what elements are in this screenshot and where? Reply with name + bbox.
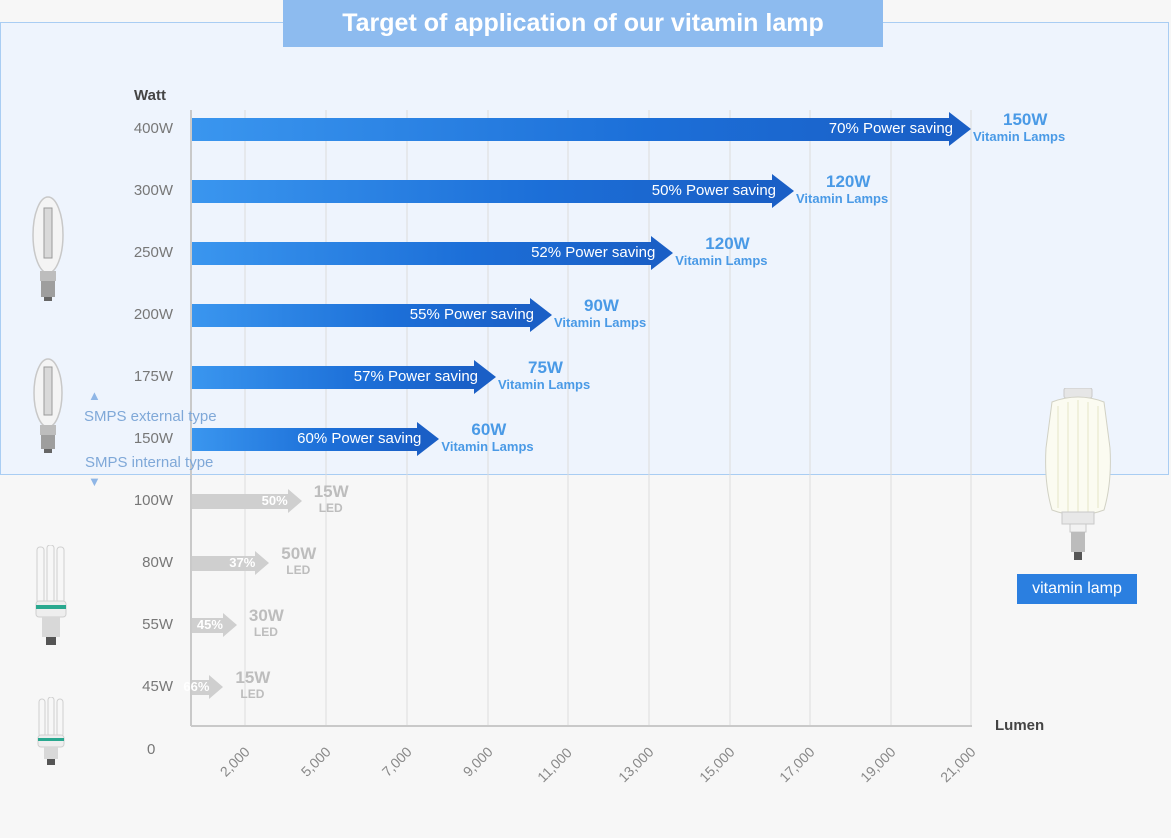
y-origin-label: 0	[147, 741, 156, 758]
cfl-lamp-icon	[37, 697, 65, 765]
y-tick-label: 300W	[133, 182, 173, 199]
bar-result-watt: 90W	[584, 296, 619, 315]
bar-arrowhead	[255, 551, 270, 575]
bar	[192, 427, 418, 451]
bar-result-type: Vitamin Lamps	[554, 315, 647, 330]
y-tick-label: 250W	[133, 244, 173, 261]
bar-saving-label: 50% Power saving	[651, 182, 776, 199]
bar-saving-label: 45%	[196, 617, 223, 632]
smps-internal-label: SMPS internal type	[85, 454, 214, 471]
bar-result-watt: 15W	[313, 482, 349, 501]
y-axis-title: Watt	[134, 87, 166, 104]
bar	[192, 679, 210, 695]
page-title: Target of application of our vitamin lam…	[283, 0, 883, 47]
bar-result-type: Vitamin Lamps	[796, 191, 889, 206]
bar-result-watt: 120W	[826, 172, 871, 191]
bar-arrowhead	[949, 112, 971, 146]
bar-saving-label: 50%	[261, 493, 288, 508]
bar-result-type: Vitamin Lamps	[675, 253, 768, 268]
bar-arrowhead	[474, 360, 496, 394]
bar-result-watt: 60W	[471, 420, 507, 439]
y-tick-label: 55W	[142, 616, 173, 633]
bar-result-type: LED	[286, 563, 311, 577]
metal-halide-lamp-icon	[32, 196, 64, 301]
bar-saving-label: 60% Power saving	[297, 430, 422, 447]
x-axis-title: Lumen	[995, 717, 1045, 734]
triangle-down-icon: ▼	[88, 474, 101, 489]
bar-result-watt: 30W	[248, 606, 284, 625]
bar	[192, 179, 772, 203]
triangle-up-icon: ▲	[88, 388, 101, 403]
bar-saving-label: 70% Power saving	[828, 120, 953, 137]
smps-external-label: SMPS external type	[84, 408, 217, 425]
bar-result-type: Vitamin Lamps	[973, 129, 1066, 144]
bar-saving-label: 66%	[183, 679, 210, 694]
bar-arrowhead	[222, 613, 237, 637]
y-tick-label: 400W	[133, 120, 173, 137]
bar	[192, 303, 530, 327]
bar-arrowhead	[530, 298, 552, 332]
bar-arrowhead	[287, 489, 302, 513]
bar-arrowhead	[209, 675, 224, 699]
bar-result-type: LED	[318, 501, 343, 515]
bar	[192, 241, 652, 265]
y-tick-label: 175W	[133, 368, 173, 385]
vitamin-lamp-label: vitamin lamp	[1017, 574, 1137, 604]
metal-halide-lamp-icon	[33, 358, 63, 453]
bar	[192, 117, 949, 141]
y-tick-label: 200W	[133, 306, 173, 323]
bar-result-type: LED	[253, 625, 278, 639]
y-tick-label: 100W	[133, 492, 173, 509]
cfl-lamp-icon	[35, 545, 67, 645]
bar-saving-label: 52% Power saving	[531, 244, 656, 261]
bar-result-watt: 50W	[281, 544, 317, 563]
bar-saving-label: 57% Power saving	[353, 368, 478, 385]
y-tick-label: 45W	[142, 678, 173, 695]
bar	[192, 617, 223, 633]
y-tick-label: 150W	[133, 430, 173, 447]
bar-result-type: Vitamin Lamps	[498, 377, 591, 392]
bar-saving-label: 37%	[229, 555, 256, 570]
bar-result-watt: 120W	[705, 234, 750, 253]
bar	[192, 365, 474, 389]
bar-result-watt: 150W	[1003, 110, 1048, 129]
bar	[192, 555, 256, 571]
bar-arrowhead	[651, 236, 674, 270]
bar-result-watt: 15W	[235, 668, 271, 687]
y-tick-label: 80W	[142, 554, 173, 571]
bar-saving-label: 55% Power saving	[409, 306, 534, 323]
bar-result-watt: 75W	[528, 358, 563, 377]
bar-arrowhead	[417, 422, 440, 456]
bar-result-type: Vitamin Lamps	[441, 439, 534, 454]
bar	[192, 493, 288, 509]
vitamin-lamp-icon	[1045, 388, 1111, 560]
bar-arrowhead	[772, 174, 794, 208]
bar-result-type: LED	[240, 687, 265, 701]
